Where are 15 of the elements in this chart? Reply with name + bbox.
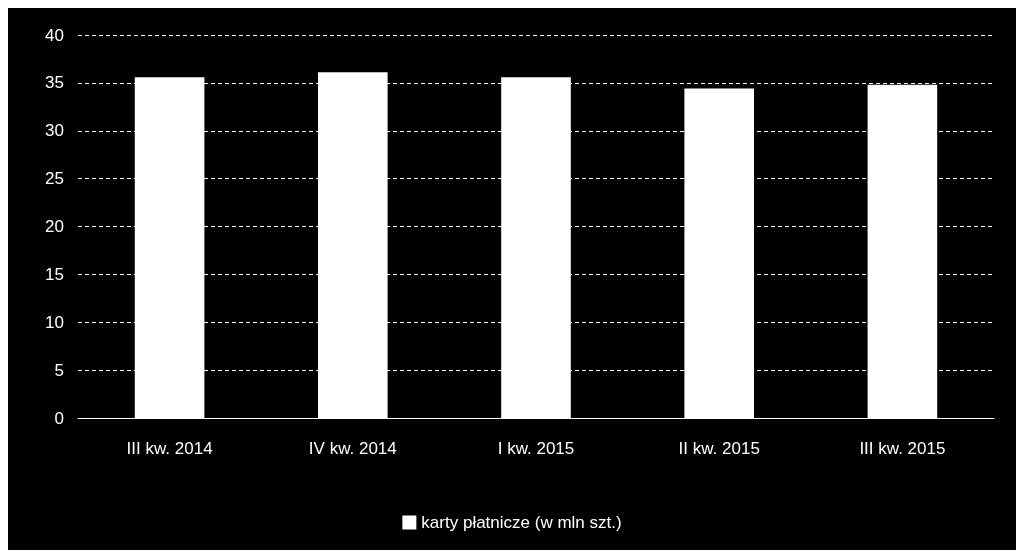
x-tick-label: III kw. 2015 xyxy=(859,439,946,458)
y-tick-label: 15 xyxy=(45,264,64,284)
x-tick-label: IV kw. 2014 xyxy=(308,439,397,458)
y-tick-label: 35 xyxy=(45,73,64,93)
y-tick-label: 10 xyxy=(45,312,64,332)
x-tick-label: III kw. 2014 xyxy=(126,439,213,458)
y-tick-label: 5 xyxy=(54,360,64,380)
x-tick-label: II kw. 2015 xyxy=(678,439,760,458)
y-tick-label: 0 xyxy=(54,408,64,428)
y-tick-label: 25 xyxy=(45,169,64,189)
x-tick-label: I kw. 2015 xyxy=(497,439,575,458)
y-tick-label: 20 xyxy=(45,217,64,236)
y-tick-label: 30 xyxy=(45,121,64,141)
legend-label: karty płatnicze (w mln szt.) xyxy=(421,513,622,532)
y-tick-label: 40 xyxy=(45,25,64,45)
